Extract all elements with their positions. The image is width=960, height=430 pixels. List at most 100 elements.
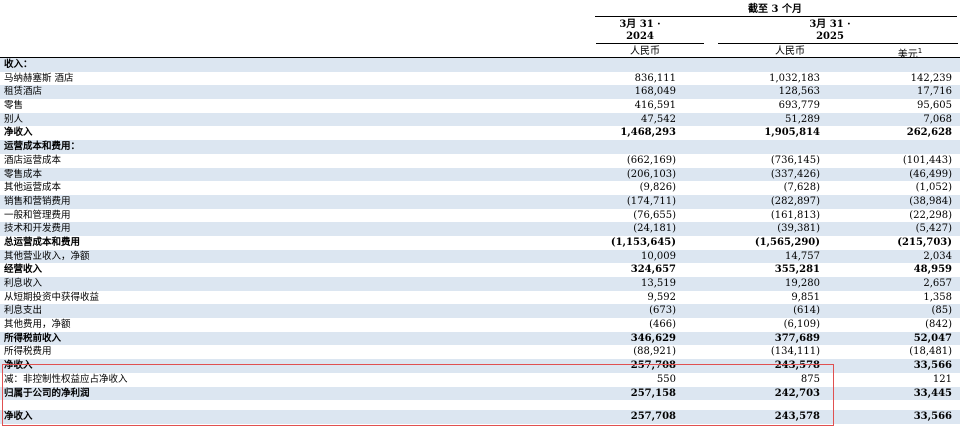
table-row: 销售和营销费用 (174,711) (282,897) (38,984) (0, 194, 960, 209)
value-2024-rmb: 550 (656, 373, 676, 385)
table-row: 零售 416,591 693,779 95,605 (0, 99, 960, 113)
value-2025-usd: 52,047 (913, 332, 952, 344)
value-2025-usd: 95,605 (917, 100, 952, 112)
table-row: 归属于公司的净利润 257,158 242,703 33,445 (0, 386, 960, 401)
row-label: 利息支出 (4, 305, 43, 317)
value-2025-rmb: 875 (800, 373, 820, 385)
value-2025-usd: (18,481) (909, 346, 952, 358)
value-2025-usd: (101,443) (902, 154, 952, 166)
row-label: 减：非控制性权益应占净收入 (4, 373, 128, 385)
col1-date: 3月 31 · (619, 19, 661, 30)
value-2025-usd: (5,427) (915, 223, 952, 235)
row-label: 所得税费用 (4, 346, 52, 358)
table-row: 经营收入 324,657 355,281 48,959 (0, 263, 960, 277)
value-2025-rmb: 693,779 (778, 100, 820, 112)
row-label: 净收入 (4, 360, 33, 372)
row-label: 利息收入 (4, 278, 43, 289)
value-2025-usd: 2,034 (923, 250, 952, 262)
row-label: 其他运营成本 (4, 182, 62, 194)
value-2025-usd: 1,358 (923, 291, 952, 303)
value-2025-rmb: 1,905,814 (764, 127, 820, 139)
value-2024-rmb: (1,153,645) (610, 236, 676, 248)
row-label: 收入： (4, 59, 33, 70)
row-label: 马纳赫塞斯 酒店 (4, 72, 74, 84)
col2-year-underline (718, 43, 958, 44)
value-2025-usd: (842) (925, 319, 952, 331)
period-underline (595, 16, 957, 17)
value-2024-rmb: 47,542 (641, 113, 676, 125)
value-2024-rmb: (673) (649, 305, 676, 317)
row-label: 别人 (4, 113, 24, 125)
value-2025-rmb: 242,703 (774, 387, 820, 399)
table-row: 别人 47,542 51,289 7,068 (0, 112, 960, 127)
row-label: 其他费用，净额 (4, 319, 71, 331)
row-label: 其他营业收入，净额 (4, 250, 90, 262)
table-row (0, 400, 960, 410)
col3-currency-label: 美元 (897, 49, 918, 61)
value-2025-rmb: 9,851 (791, 291, 820, 303)
value-2025-rmb: 377,689 (774, 332, 820, 344)
value-2025-rmb: 51,289 (785, 113, 820, 125)
value-2025-usd: (46,499) (909, 168, 952, 180)
table-row: 利息收入 13,519 19,280 2,657 (0, 277, 960, 291)
value-2025-rmb: (7,628) (783, 182, 820, 194)
table-row: 利息支出 (673) (614) (85) (0, 304, 960, 319)
col1-year-underline (596, 43, 704, 44)
table-row: 租赁酒店 168,049 128,563 17,716 (0, 85, 960, 100)
row-label: 经营收入 (4, 264, 43, 276)
value-2024-rmb: (466) (649, 319, 676, 331)
period-header: 截至 3 个月 (748, 4, 802, 15)
value-2024-rmb: (662,169) (626, 154, 676, 166)
value-2024-rmb: (206,103) (626, 168, 676, 180)
col2-date: 3月 31 · (809, 19, 851, 30)
col1-year: 2024 (626, 31, 654, 42)
income-statement-table: 收入： 马纳赫塞斯 酒店 836,111 1,032,183 142,239 租赁酒店 16… (0, 58, 960, 424)
row-label: 总运营成本和费用 (4, 236, 81, 248)
table-row: 其他营业收入，净额 10,009 14,757 2,034 (0, 249, 960, 264)
row-label: 所得税前收入 (4, 332, 62, 344)
value-2025-usd: (22,298) (909, 209, 952, 221)
table-row: 净收入 257,708 243,578 33,566 (0, 359, 960, 373)
row-label: 净收入 (4, 127, 33, 139)
value-2025-usd: 121 (932, 373, 952, 385)
table-row: 收入： (0, 58, 960, 72)
row-label: 零售 (4, 100, 24, 112)
row-label: 销售和营销费用 (4, 195, 71, 207)
col2-year: 2025 (816, 31, 844, 42)
row-label: 租赁酒店 (4, 86, 43, 98)
value-2025-usd: 33,566 (913, 360, 952, 372)
value-2024-rmb: 9,592 (647, 291, 676, 303)
table-row: 从短期投资中获得收益 9,592 9,851 1,358 (0, 291, 960, 305)
table-row: 减：非控制性权益应占净收入 550 875 121 (0, 373, 960, 387)
value-2025-rmb: 355,281 (774, 264, 820, 276)
table-row: 净收入 257,708 243,578 33,566 (0, 410, 960, 424)
value-2025-rmb: 19,280 (785, 278, 820, 289)
value-2025-rmb: (134,111) (770, 346, 820, 358)
value-2024-rmb: 168,049 (634, 86, 676, 98)
row-label: 运营成本和费用： (4, 141, 81, 153)
table-row: 运营成本和费用： (0, 140, 960, 154)
value-2025-rmb: (614) (793, 305, 820, 317)
col1-currency: 人民币 (630, 46, 660, 57)
row-label: 一般和管理费用 (4, 209, 71, 221)
table-row: 技术和开发费用 (24,181) (39,381) (5,427) (0, 222, 960, 236)
value-2024-rmb: 1,468,293 (620, 127, 676, 139)
value-2025-usd: (38,984) (909, 195, 952, 207)
value-2025-rmb: (1,565,290) (754, 236, 820, 248)
table-row: 一般和管理费用 (76,655) (161,813) (22,298) (0, 209, 960, 223)
table-row: 所得税前收入 346,629 377,689 52,047 (0, 331, 960, 346)
value-2025-rmb: 243,578 (774, 411, 820, 423)
table-row: 零售成本 (206,103) (337,426) (46,499) (0, 167, 960, 182)
value-2025-rmb: 128,563 (778, 86, 820, 98)
row-label: 归属于公司的净利润 (4, 387, 90, 399)
value-2024-rmb: (24,181) (633, 223, 676, 235)
col3-footnote: 1 (917, 47, 923, 55)
table-row: 马纳赫塞斯 酒店 836,111 1,032,183 142,239 (0, 72, 960, 86)
value-2025-usd: (85) (931, 305, 952, 317)
value-2025-usd: 262,628 (906, 127, 952, 139)
value-2025-rmb: (6,109) (783, 319, 820, 331)
value-2024-rmb: 13,519 (641, 278, 676, 289)
table-row: 其他费用，净额 (466) (6,109) (842) (0, 318, 960, 332)
table-row: 净收入 1,468,293 1,905,814 262,628 (0, 126, 960, 140)
value-2025-rmb: 1,032,183 (769, 72, 820, 84)
